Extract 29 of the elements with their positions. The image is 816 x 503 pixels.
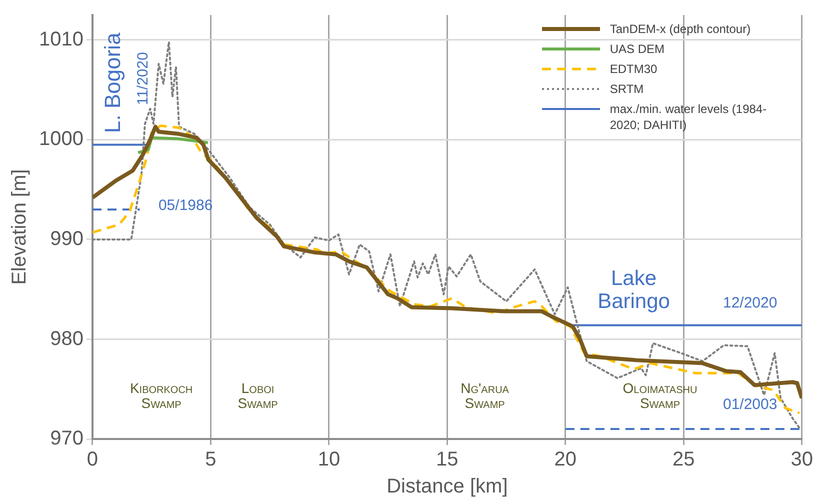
annotation: 11/2020 bbox=[134, 52, 152, 106]
y-tick-label: 980 bbox=[50, 328, 84, 350]
annotation: L. Bogoria bbox=[100, 32, 125, 133]
annotation: Kiborkoch Swamp bbox=[130, 380, 193, 412]
y-tick-label: 990 bbox=[50, 228, 84, 250]
x-tick-label: 5 bbox=[205, 448, 216, 471]
x-tick-label: 20 bbox=[554, 448, 577, 471]
y-tick-label: 1010 bbox=[38, 28, 84, 50]
x-tick-label: 15 bbox=[436, 448, 458, 471]
legend-label: EDTM30 bbox=[610, 61, 658, 77]
annotation: 05/1986 bbox=[158, 196, 213, 214]
y-tick-label: 1000 bbox=[38, 128, 84, 150]
annotation: Loboi Swamp bbox=[238, 380, 278, 412]
x-axis-title: Distance [km] bbox=[386, 476, 508, 498]
annotation: 12/2020 bbox=[722, 294, 778, 312]
legend-label: UAS DEM bbox=[610, 41, 665, 57]
annotation: Oloimatashu Swamp bbox=[622, 380, 698, 412]
y-tick-label: 970 bbox=[50, 428, 84, 450]
legend-label: max./min. water levels (1984-2020; DAHITI) bbox=[610, 101, 768, 133]
y-axis-title: Elevation [m] bbox=[8, 169, 31, 285]
x-tick-label: 10 bbox=[318, 448, 340, 471]
annotation: Lake Baringo bbox=[598, 266, 670, 313]
legend-label: TanDEM-x (depth contour) bbox=[610, 21, 751, 37]
x-tick-label: 0 bbox=[86, 448, 98, 471]
annotation: 01/2003 bbox=[722, 396, 778, 414]
legend-label: SRTM bbox=[610, 81, 644, 97]
x-tick-label: 25 bbox=[672, 448, 695, 471]
x-tick-label: 30 bbox=[790, 448, 813, 471]
annotation: Ng'arua Swamp bbox=[460, 380, 510, 412]
